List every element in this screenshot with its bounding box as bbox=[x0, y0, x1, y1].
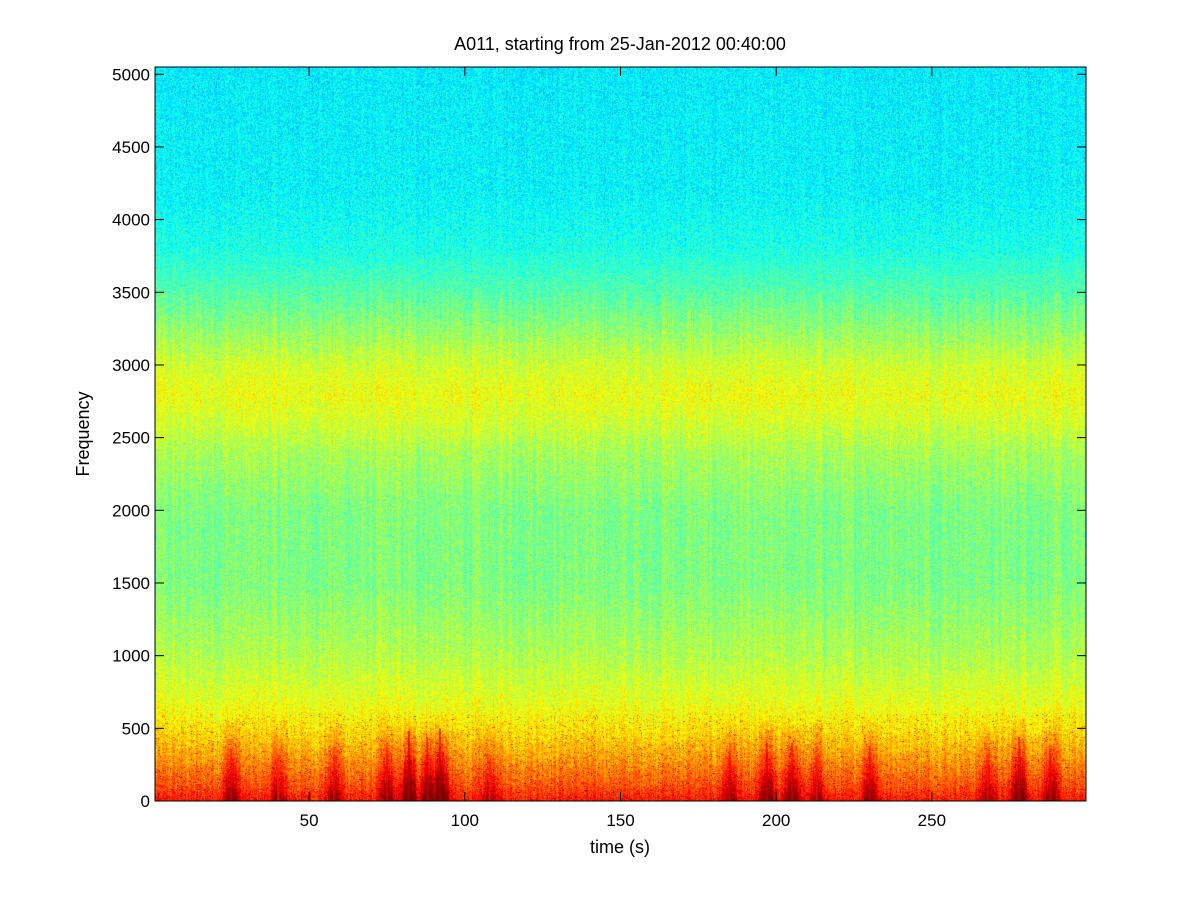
burst-mark-6 bbox=[438, 728, 441, 801]
burst-layer bbox=[230, 728, 1052, 801]
burst-mark-15 bbox=[1049, 748, 1052, 801]
y-tick-label-4: 2000 bbox=[112, 501, 150, 520]
y-tick-label-3: 1500 bbox=[112, 574, 150, 593]
y-tick-label-0: 0 bbox=[141, 792, 150, 811]
spectrogram-image bbox=[155, 67, 1086, 801]
burst-mark-0 bbox=[230, 748, 233, 801]
burst-mark-4 bbox=[407, 731, 410, 801]
y-tick-label-7: 3500 bbox=[112, 283, 150, 302]
chart-title: A011, starting from 25-Jan-2012 00:40:00 bbox=[454, 34, 786, 54]
x-axis: 50 100 150 200 250 bbox=[300, 67, 946, 830]
plot-area bbox=[154, 66, 1087, 802]
burst-mark-10 bbox=[790, 742, 793, 801]
y-tick-label-8: 4000 bbox=[112, 211, 150, 230]
burst-mark-1 bbox=[277, 757, 279, 801]
burst-mark-9 bbox=[765, 742, 768, 801]
burst-mark-13 bbox=[986, 754, 989, 801]
y-tick-label-9: 4500 bbox=[112, 138, 150, 157]
y-tick-label-2: 1000 bbox=[112, 647, 150, 666]
burst-mark-11 bbox=[815, 757, 818, 801]
burst-mark-14 bbox=[1018, 737, 1021, 801]
y-tick-label-6: 3000 bbox=[112, 356, 150, 375]
y-axis-label: Frequency bbox=[73, 391, 93, 476]
x-tick-label-0: 50 bbox=[300, 811, 319, 830]
burst-mark-2 bbox=[333, 754, 335, 801]
x-tick-label-1: 100 bbox=[451, 811, 479, 830]
y-tick-label-10: 5000 bbox=[112, 65, 150, 84]
x-axis-label: time (s) bbox=[590, 837, 650, 857]
y-tick-label-1: 500 bbox=[122, 719, 150, 738]
x-tick-label-3: 200 bbox=[762, 811, 790, 830]
burst-mark-3 bbox=[386, 748, 388, 801]
burst-mark-5 bbox=[426, 737, 429, 801]
burst-mark-8 bbox=[728, 751, 731, 801]
y-tick-label-5: 2500 bbox=[112, 429, 150, 448]
y-axis: 0 500 1000 1500 2000 2500 3000 3500 4000 4500 5000 bbox=[112, 65, 1086, 811]
burst-mark-7 bbox=[488, 760, 491, 801]
burst-mark-12 bbox=[868, 745, 871, 801]
x-tick-label-2: 150 bbox=[606, 811, 634, 830]
x-tick-label-4: 250 bbox=[918, 811, 946, 830]
